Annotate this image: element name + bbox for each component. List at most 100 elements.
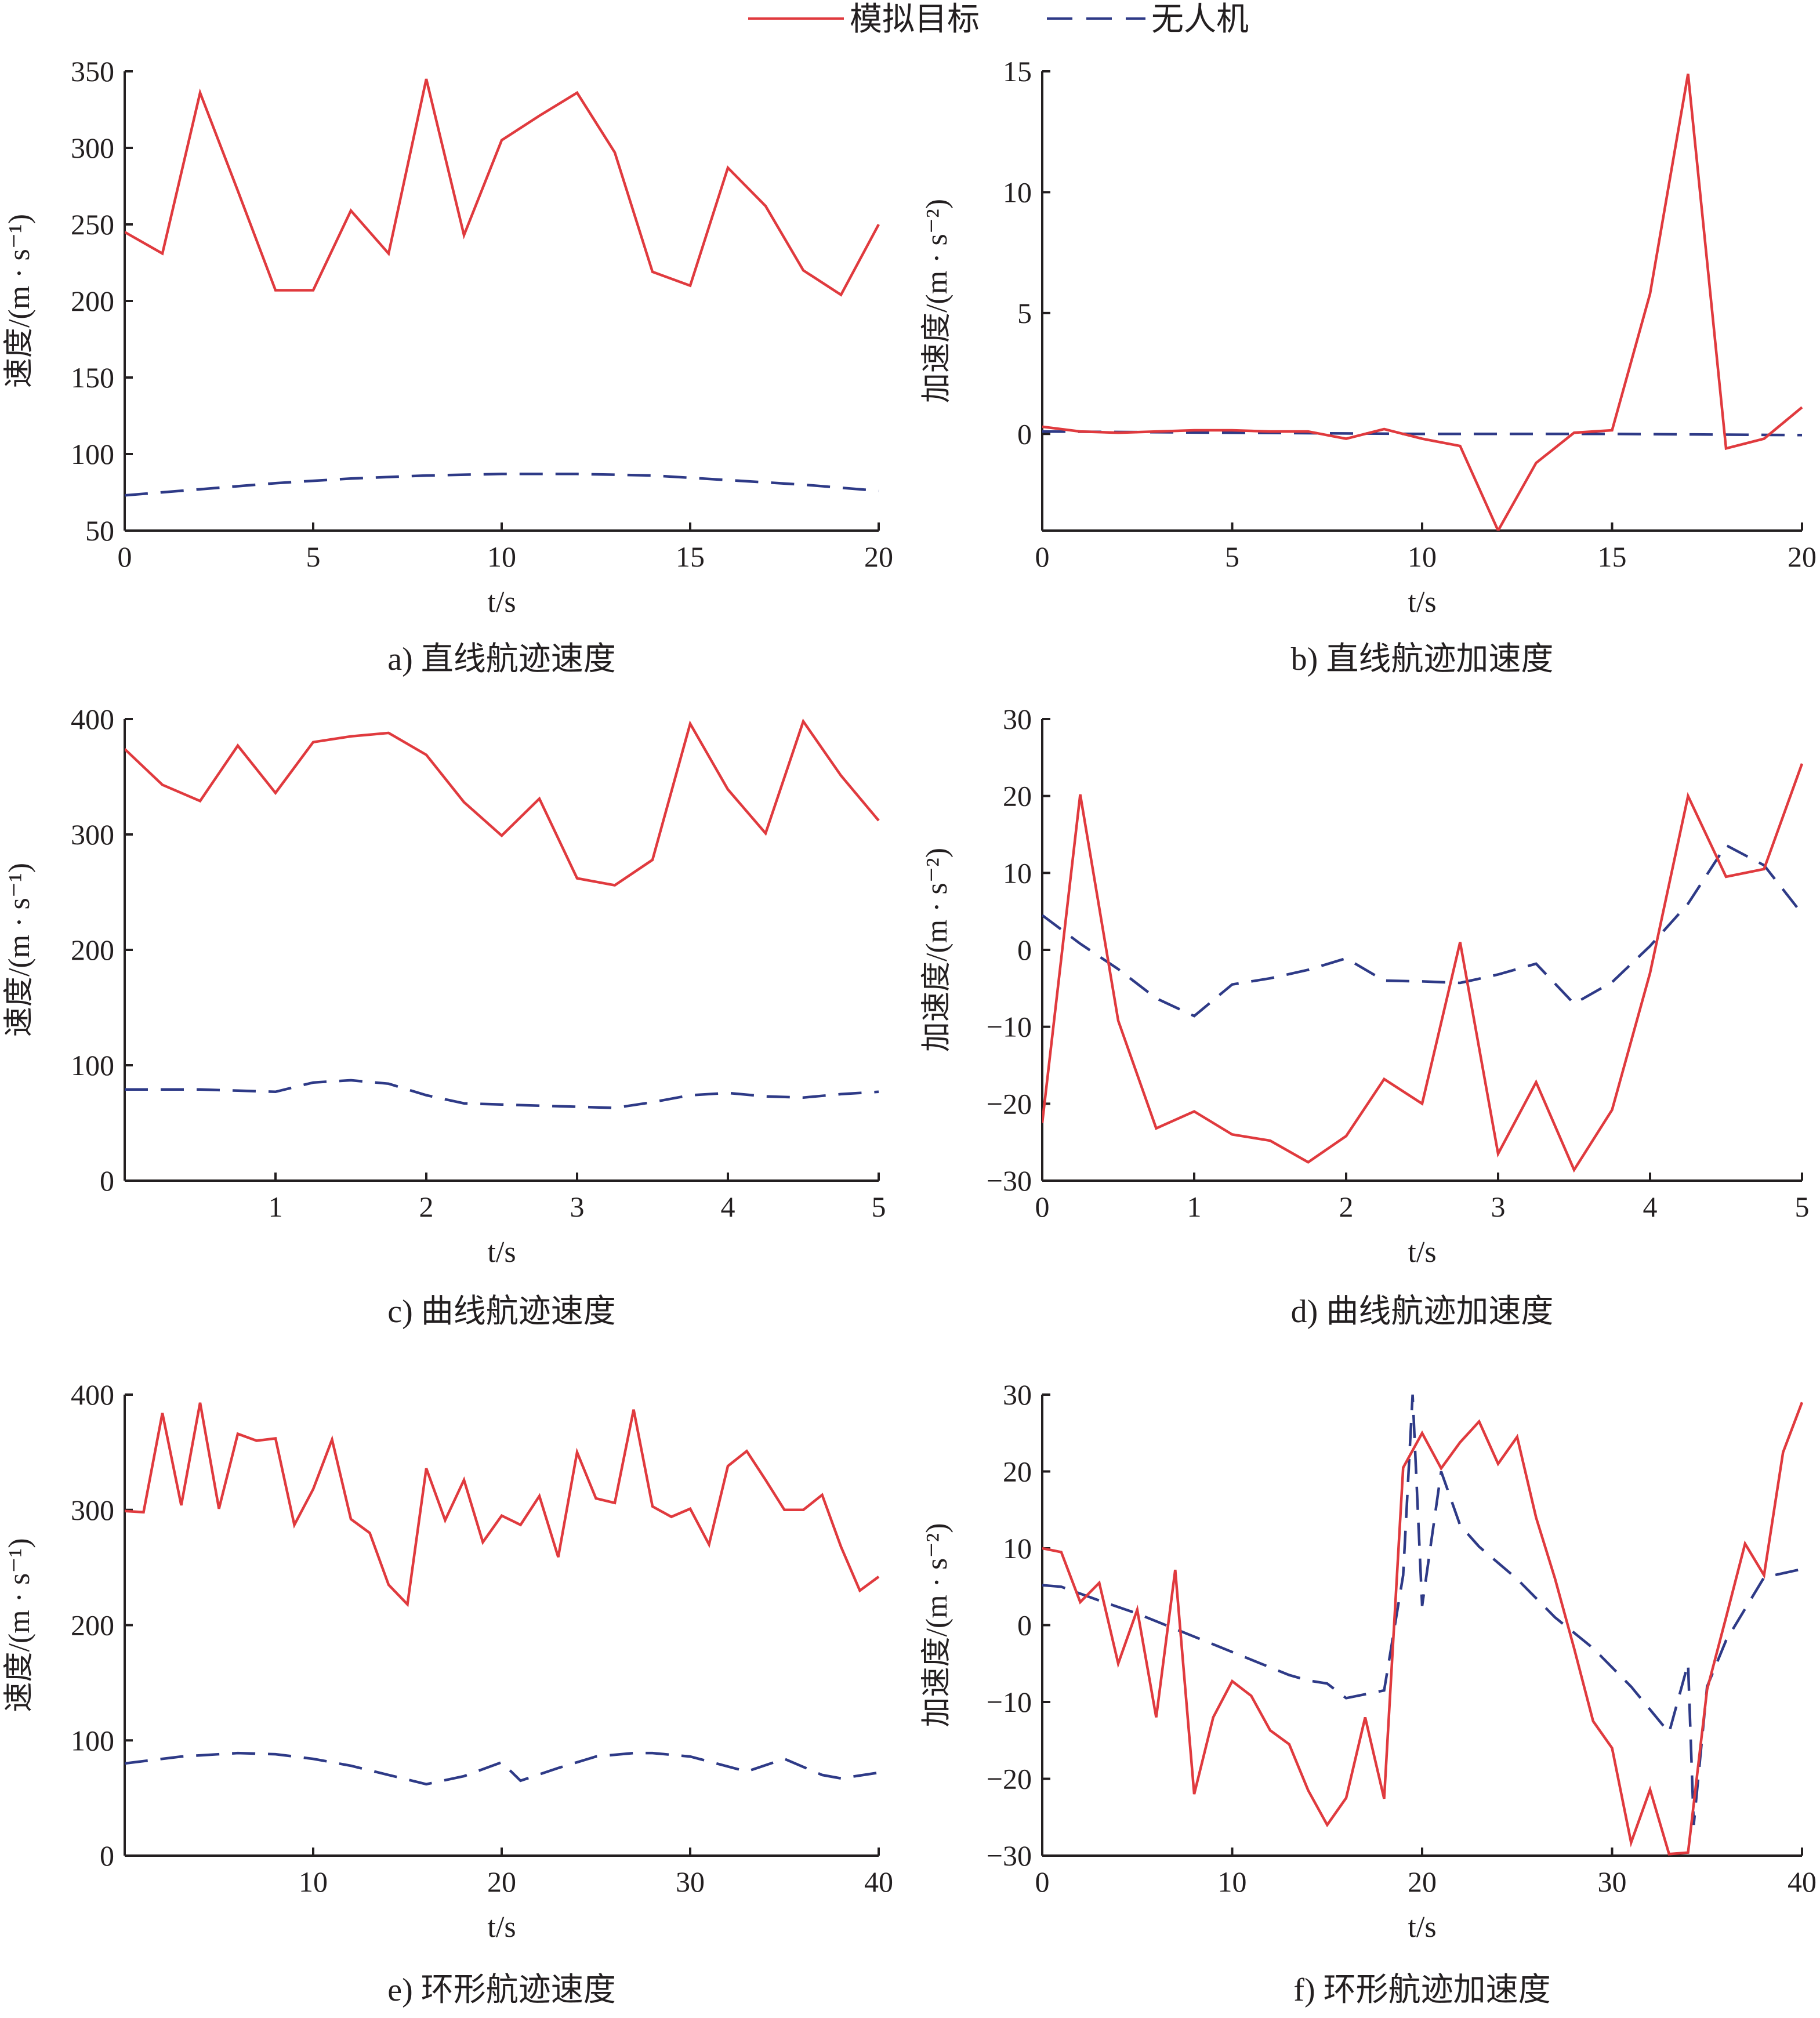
y-tick-label: 200 — [71, 1609, 114, 1642]
y-tick-label: 5 — [1017, 297, 1032, 329]
series-line-uav — [1042, 843, 1803, 1018]
chart-caption: e) 环形航迹速度 — [387, 1972, 616, 2008]
legend: 模拟目标 无人机 — [748, 2, 1249, 38]
chart-d: 0 1 2 3 4 5 −30 −20 −10 0 10 20 30 t/s 加速度/(m · s⁻²) d)… — [920, 703, 1810, 1330]
y-tick-label: 300 — [71, 818, 114, 851]
y-tick-label: 15 — [1003, 55, 1032, 88]
x-tick-label: 5 — [1795, 1191, 1810, 1223]
series-line-target — [1042, 763, 1804, 1173]
y-tick-label: 30 — [1003, 1378, 1032, 1411]
y-tick-label: −30 — [987, 1839, 1032, 1872]
chart-caption: c) 曲线航迹速度 — [387, 1294, 616, 1330]
series-line-target — [125, 78, 880, 297]
x-tick-label: 15 — [676, 540, 705, 573]
y-tick-label: 300 — [71, 1494, 114, 1526]
x-tick-label: 5 — [306, 540, 321, 573]
chart-caption: d) 曲线航迹加速度 — [1291, 1294, 1554, 1330]
x-tick-label: 20 — [1408, 1865, 1437, 1898]
series-line-target — [125, 1402, 880, 1607]
y-tick-label: 30 — [1003, 703, 1032, 735]
y-tick-label: 100 — [71, 1049, 114, 1081]
y-tick-label: 0 — [100, 1839, 114, 1872]
x-axis-label: t/s — [1408, 1911, 1436, 1944]
series-line-target — [1042, 1402, 1804, 1856]
y-tick-label: −10 — [987, 1686, 1032, 1718]
x-axis-label: t/s — [487, 1236, 516, 1269]
y-tick-label: 350 — [71, 55, 114, 88]
y-tick-label: −20 — [987, 1087, 1032, 1120]
series-line-target — [125, 718, 880, 887]
x-tick-label: 30 — [676, 1865, 705, 1898]
y-tick-label: 300 — [71, 132, 114, 164]
chart-caption: f) 环形航迹加速度 — [1293, 1972, 1550, 2008]
y-axis-label: 加速度/(m · s⁻²) — [920, 1523, 953, 1727]
y-axis-label: 速度/(m · s⁻¹) — [3, 214, 36, 388]
y-tick-label: −20 — [987, 1763, 1032, 1795]
chart-a: 0 5 10 15 20 50 100 150 200 250 300 350 t/s 速度/(m · s… — [3, 55, 893, 677]
series-line-target — [1042, 73, 1803, 531]
x-axis-label: t/s — [1408, 1236, 1436, 1269]
y-tick-label: 0 — [1017, 418, 1032, 450]
x-tick-label: 1 — [269, 1191, 283, 1223]
x-tick-label: 2 — [1339, 1191, 1354, 1223]
x-tick-label: 0 — [1035, 1191, 1050, 1223]
y-tick-label: −10 — [987, 1011, 1032, 1043]
x-tick-label: 1 — [1187, 1191, 1202, 1223]
x-tick-label: 0 — [118, 540, 132, 573]
y-tick-label: 20 — [1003, 1456, 1032, 1488]
chart-c: 1 2 3 4 5 0 100 200 300 400 t/s 速度/(m · s⁻¹) c) 曲线航迹… — [3, 703, 886, 1330]
y-tick-label: −30 — [987, 1164, 1032, 1197]
x-tick-label: 15 — [1598, 540, 1627, 573]
chart-caption: a) 直线航迹速度 — [387, 641, 616, 677]
x-tick-label: 10 — [1408, 540, 1437, 573]
x-tick-label: 3 — [1491, 1191, 1506, 1223]
y-tick-label: 0 — [1017, 1609, 1032, 1642]
series-line-uav — [125, 1079, 879, 1109]
x-tick-label: 20 — [864, 540, 893, 573]
y-tick-label: 0 — [100, 1164, 114, 1197]
x-tick-label: 20 — [487, 1865, 516, 1898]
y-axis-label: 加速度/(m · s⁻²) — [920, 199, 953, 403]
y-tick-label: 200 — [71, 934, 114, 966]
x-tick-label: 10 — [1218, 1865, 1247, 1898]
y-tick-label: 150 — [71, 361, 114, 394]
y-tick-label: 50 — [85, 514, 114, 547]
x-tick-label: 3 — [570, 1191, 585, 1223]
y-tick-label: 10 — [1003, 856, 1032, 889]
chart-b: 0 5 10 15 20 0 5 10 15 t/s 加速度/(m · s⁻²) b) 直线航迹加速度 — [920, 55, 1817, 677]
x-tick-label: 0 — [1035, 540, 1050, 573]
y-tick-label: 400 — [71, 1378, 114, 1411]
y-tick-label: 0 — [1017, 934, 1032, 966]
x-tick-label: 40 — [1788, 1865, 1817, 1898]
series-line-uav — [125, 1751, 879, 1786]
legend-target-label: 模拟目标 — [850, 2, 980, 38]
y-tick-label: 400 — [71, 703, 114, 735]
x-tick-label: 4 — [1643, 1191, 1658, 1223]
x-tick-label: 20 — [1788, 540, 1817, 573]
y-tick-label: 250 — [71, 208, 114, 241]
y-axis-label: 速度/(m · s⁻¹) — [3, 1538, 36, 1712]
y-tick-label: 10 — [1003, 176, 1032, 208]
x-tick-label: 10 — [299, 1865, 328, 1898]
x-tick-label: 0 — [1035, 1865, 1050, 1898]
y-tick-label: 100 — [71, 1724, 114, 1756]
legend-uav-label: 无人机 — [1151, 2, 1249, 38]
chart-caption: b) 直线航迹加速度 — [1291, 641, 1554, 677]
y-axis-label: 速度/(m · s⁻¹) — [3, 863, 36, 1037]
series-line-uav — [1042, 1394, 1803, 1825]
x-axis-label: t/s — [1408, 586, 1436, 619]
x-tick-label: 5 — [872, 1191, 886, 1223]
x-tick-label: 40 — [864, 1865, 893, 1898]
x-tick-label: 30 — [1598, 1865, 1627, 1898]
x-axis-label: t/s — [487, 586, 516, 619]
y-tick-label: 20 — [1003, 780, 1032, 812]
y-tick-label: 100 — [71, 438, 114, 470]
x-tick-label: 4 — [721, 1191, 735, 1223]
x-axis-label: t/s — [487, 1911, 516, 1944]
series-line-uav — [125, 473, 879, 497]
y-tick-label: 10 — [1003, 1532, 1032, 1565]
x-tick-label: 2 — [419, 1191, 434, 1223]
x-tick-label: 5 — [1225, 540, 1239, 573]
